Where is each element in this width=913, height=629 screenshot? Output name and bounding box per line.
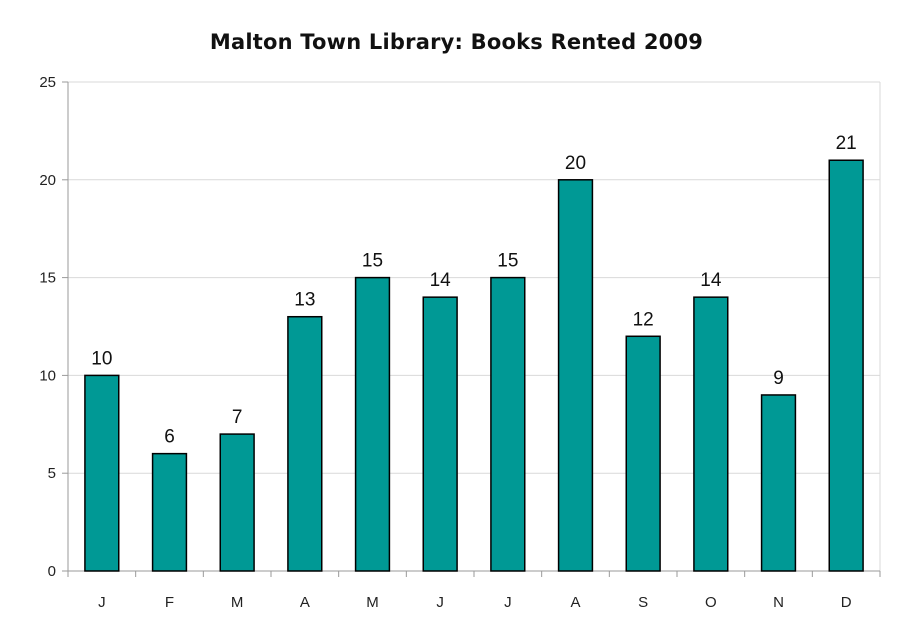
bar: [287, 315, 323, 572]
data-label: 9: [773, 368, 784, 389]
data-label: 10: [91, 348, 112, 369]
x-tick-label: J: [436, 594, 444, 611]
data-label: 13: [294, 290, 315, 311]
x-tick-label: O: [705, 594, 717, 611]
bar: [490, 276, 526, 572]
bar: [828, 159, 864, 572]
x-tick-label: A: [570, 594, 580, 611]
bar: [625, 335, 661, 572]
bar: [219, 433, 255, 572]
data-label: 15: [497, 251, 518, 272]
gridlines: [68, 81, 881, 571]
y-tick-label: 10: [39, 367, 56, 384]
data-labels: 10 6 7 13 15 14 15 20 12 14 9 21: [91, 133, 856, 447]
axes: 0 5 10 15 20 25 J F M A M J J A S O N D: [39, 74, 881, 611]
x-tick-label: A: [300, 594, 310, 611]
x-tick-label: D: [841, 594, 852, 611]
data-label: 21: [836, 133, 857, 154]
chart-title: Malton Town Library: Books Rented 2009: [209, 30, 704, 54]
y-tick-label: 20: [39, 172, 56, 189]
data-label: 6: [164, 427, 175, 448]
data-label: 14: [700, 270, 722, 291]
x-tick-label: S: [638, 594, 648, 611]
bar: [151, 452, 188, 572]
x-tick-label: J: [504, 594, 512, 611]
data-label: 12: [633, 309, 654, 330]
x-tick-label: M: [366, 594, 379, 611]
bars: [84, 159, 864, 572]
y-tick-label: 15: [39, 270, 56, 287]
data-label: 15: [362, 251, 383, 272]
x-tick-label: N: [773, 594, 784, 611]
bar: [354, 276, 391, 572]
y-tick-label: 0: [48, 563, 56, 580]
data-label: 7: [232, 407, 243, 428]
bar: [760, 394, 797, 572]
bar: [557, 179, 594, 572]
y-tick-label: 25: [39, 74, 56, 91]
x-tick-label: F: [165, 594, 174, 611]
bar: [693, 296, 729, 572]
y-tick-label: 5: [48, 465, 56, 482]
data-label: 14: [430, 270, 452, 291]
x-tick-label: M: [231, 594, 244, 611]
bar: [84, 374, 120, 572]
data-label: 20: [565, 153, 586, 174]
x-tick-label: J: [98, 594, 106, 611]
bar: [422, 296, 458, 572]
